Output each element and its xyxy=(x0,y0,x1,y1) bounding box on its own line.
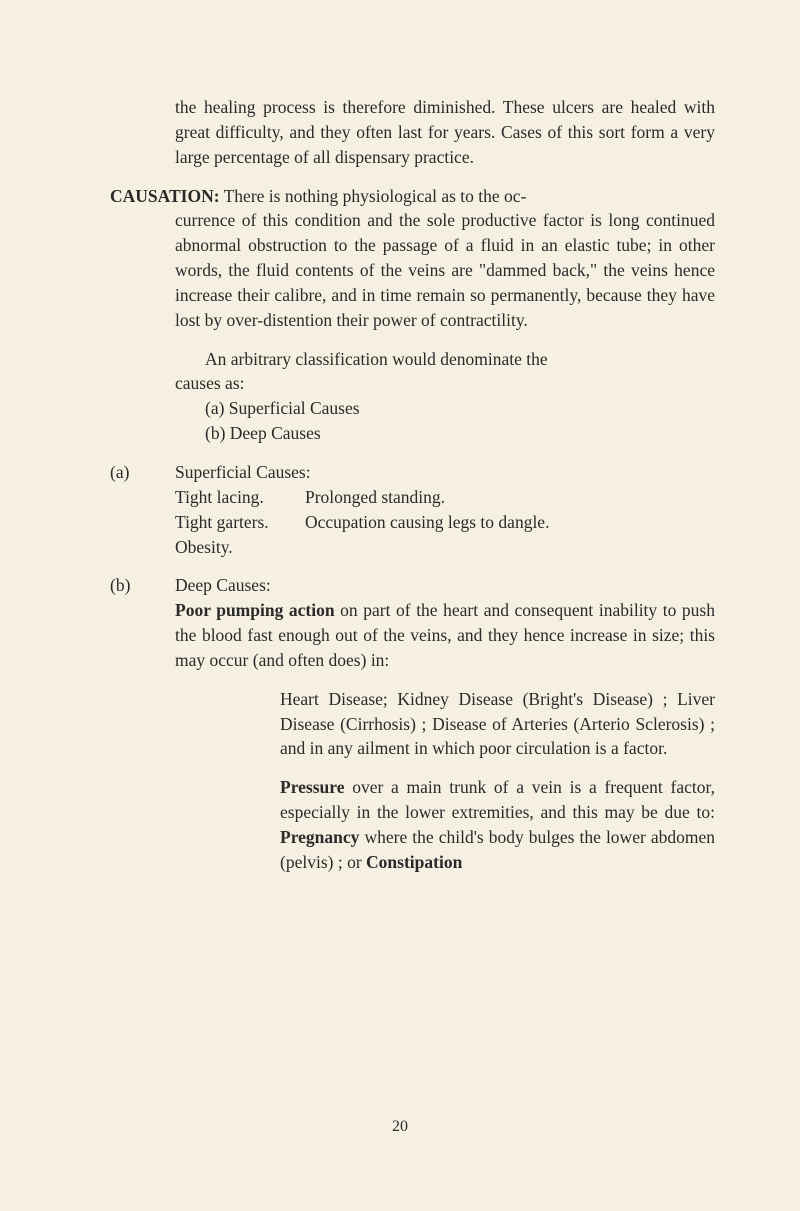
causes-as: causes as: xyxy=(110,371,715,396)
prolonged-standing: Prolonged standing. xyxy=(305,485,445,510)
page-number: 20 xyxy=(0,1118,800,1136)
cause-item-a: (a) Superficial Causes xyxy=(110,396,715,421)
superficial-row-2: Tight garters. Occupation causing legs t… xyxy=(175,510,715,535)
intro-paragraph: the healing process is therefore diminis… xyxy=(110,95,715,170)
cause-item-b: (b) Deep Causes xyxy=(110,421,715,446)
arbitrary-classification: An arbitrary classification would denomi… xyxy=(110,347,715,372)
page-content: the healing process is therefore diminis… xyxy=(110,95,715,875)
constipation-bold: Constipation xyxy=(366,852,462,872)
causation-heading: CAUSATION: xyxy=(110,186,220,206)
tight-garters: Tight garters. xyxy=(175,510,305,535)
superficial-label: (a) xyxy=(110,460,175,559)
pressure-para: Pressure over a main trunk of a vein is … xyxy=(175,775,715,874)
causation-text-start: There is nothing physiological as to the… xyxy=(224,186,527,206)
deep-title: Deep Causes: xyxy=(175,573,715,598)
diseases-list: Heart Disease; Kidney Disease (Bright's … xyxy=(175,687,715,762)
poor-pumping-bold: Poor pumping action xyxy=(175,600,335,620)
tight-lacing: Tight lacing. xyxy=(175,485,305,510)
causation-first-line: CAUSATION: There is nothing physiologica… xyxy=(110,184,715,209)
causation-continued: currence of this condition and the sole … xyxy=(110,208,715,332)
pressure-bold: Pressure xyxy=(280,777,344,797)
pressure-text-1: over a main trunk of a vein is a frequen… xyxy=(280,777,715,822)
deep-label: (b) xyxy=(110,573,175,874)
deep-causes-section: (b) Deep Causes: Poor pumping action on … xyxy=(110,573,715,874)
causation-section: CAUSATION: There is nothing physiologica… xyxy=(110,184,715,333)
pregnancy-bold: Pregnancy xyxy=(280,827,359,847)
superficial-causes-section: (a) Superficial Causes: Tight lacing. Pr… xyxy=(110,460,715,559)
superficial-content: Superficial Causes: Tight lacing. Prolon… xyxy=(175,460,715,559)
obesity: Obesity. xyxy=(175,535,715,560)
occupation-dangle: Occupation causing legs to dangle. xyxy=(305,510,549,535)
deep-content: Deep Causes: Poor pumping action on part… xyxy=(175,573,715,874)
superficial-row-1: Tight lacing. Prolonged standing. xyxy=(175,485,715,510)
poor-pumping-para: Poor pumping action on part of the heart… xyxy=(175,598,715,673)
superficial-title: Superficial Causes: xyxy=(175,460,715,485)
